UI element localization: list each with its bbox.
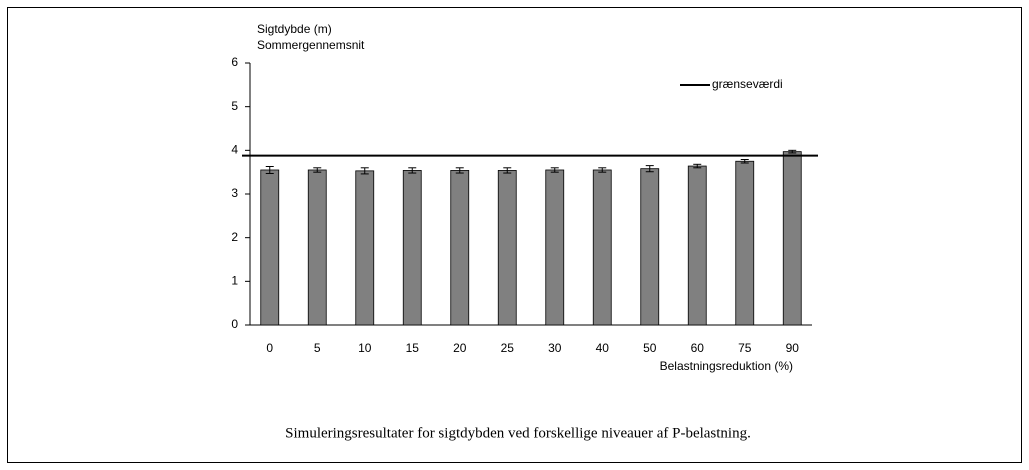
- y-tick-label: 1: [231, 274, 238, 288]
- bar: [592, 169, 612, 326]
- x-tick-label: 10: [358, 341, 372, 355]
- frame: [7, 7, 1022, 463]
- x-axis-title: Belastningsreduktion (%): [660, 359, 793, 373]
- bar: [402, 170, 422, 326]
- x-tick-label: 30: [548, 341, 562, 355]
- caption: Simuleringsresultater for sigtdybden ved…: [285, 425, 751, 441]
- x-tick-label: 90: [786, 341, 800, 355]
- x-tick-label: 0: [266, 341, 273, 355]
- y-tick-label: 5: [231, 99, 238, 113]
- bar: [782, 151, 802, 326]
- bar: [450, 170, 470, 326]
- bar: [735, 160, 755, 326]
- bar: [640, 168, 660, 326]
- x-tick-label: 25: [501, 341, 515, 355]
- x-tick-label: 60: [691, 341, 705, 355]
- legend-label: grænseværdi: [712, 77, 783, 91]
- y-tick-label: 0: [231, 317, 238, 331]
- x-tick-label: 50: [643, 341, 657, 355]
- bar: [497, 170, 517, 326]
- y-axis-subtitle: Sommergennemsnit: [257, 38, 365, 52]
- y-tick-label: 6: [231, 55, 238, 69]
- y-tick-label: 4: [231, 143, 238, 157]
- y-axis-title: Sigtdybde (m): [257, 22, 332, 36]
- bar: [355, 170, 375, 326]
- x-tick-label: 15: [406, 341, 420, 355]
- x-tick-label: 5: [314, 341, 321, 355]
- bar: [687, 165, 707, 326]
- y-tick-label: 2: [231, 230, 238, 244]
- x-tick-label: 75: [738, 341, 752, 355]
- x-tick-label: 20: [453, 341, 467, 355]
- bar: [545, 169, 565, 326]
- bar: [260, 169, 280, 326]
- bar: [307, 169, 327, 326]
- x-tick-label: 40: [596, 341, 610, 355]
- y-tick-label: 3: [231, 186, 238, 200]
